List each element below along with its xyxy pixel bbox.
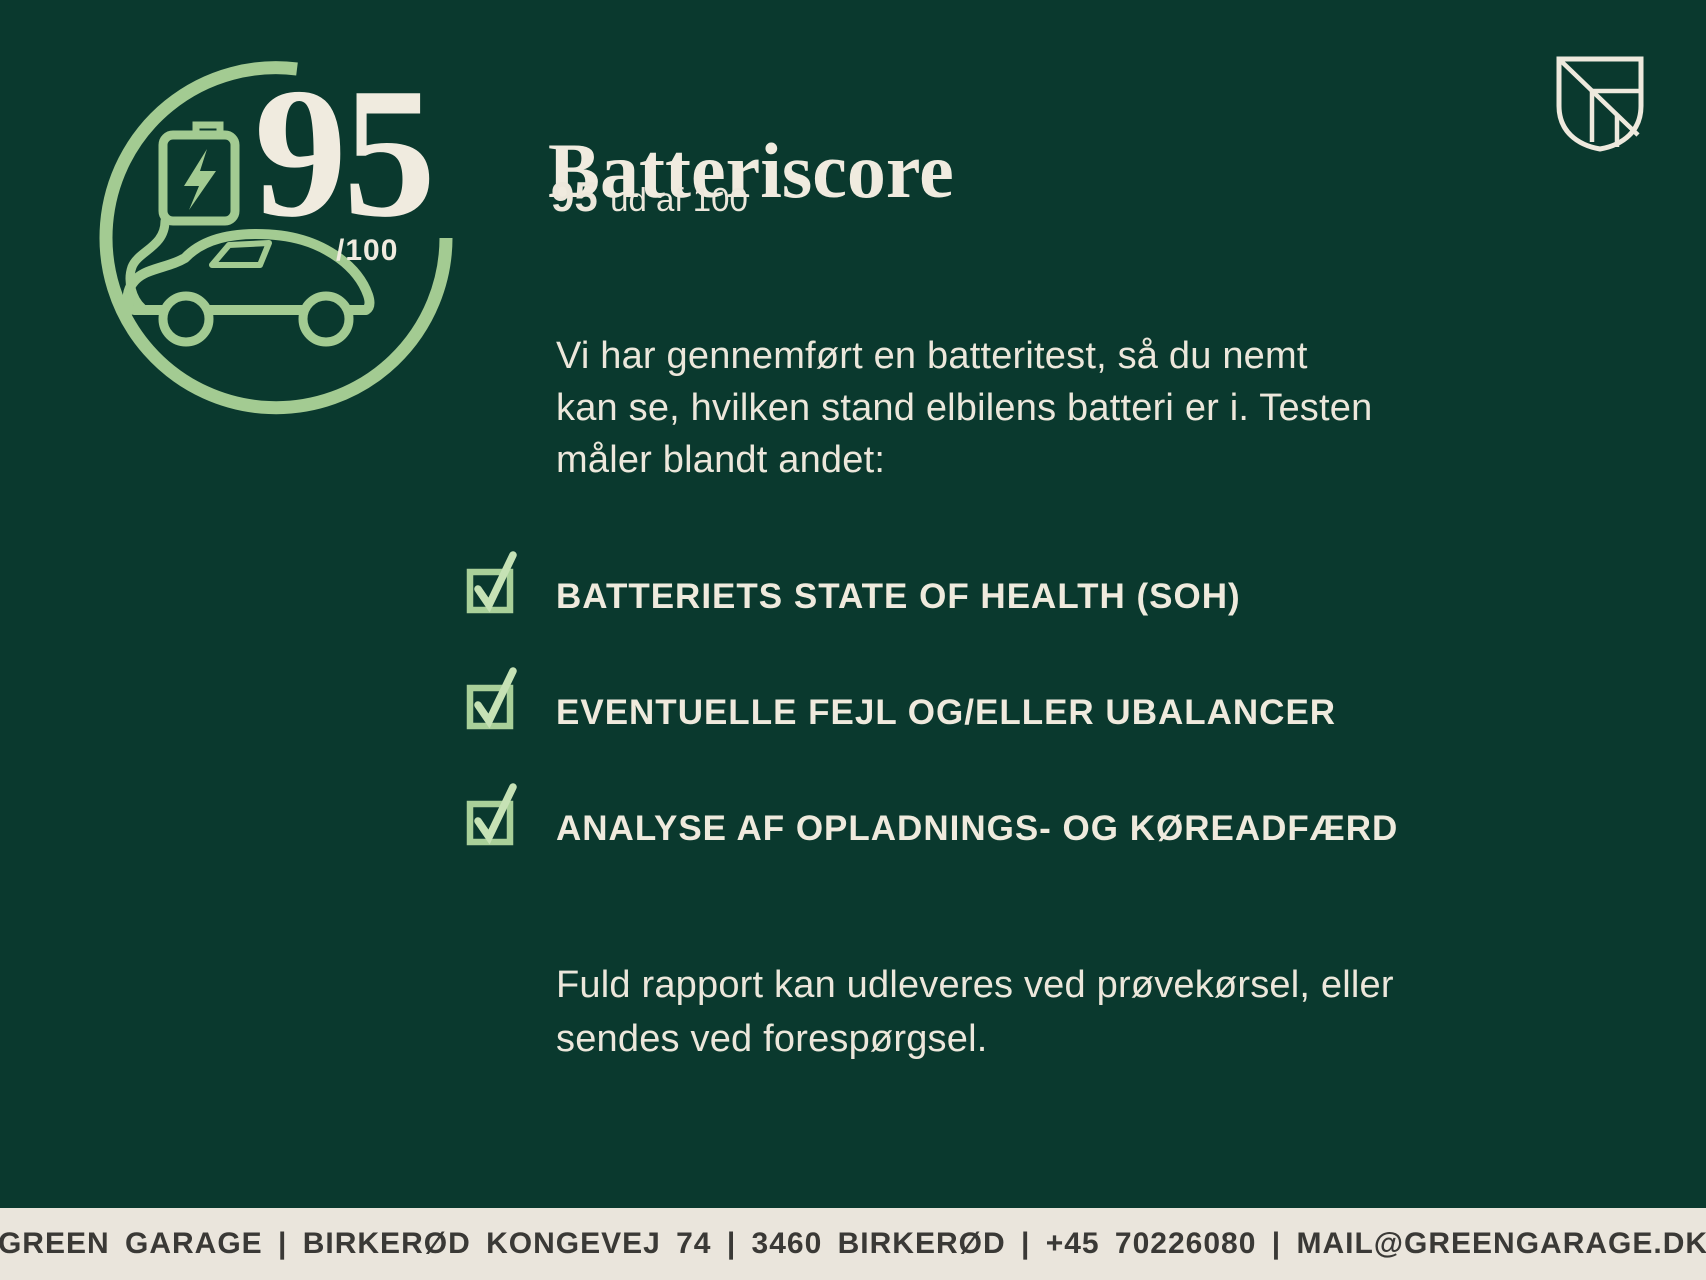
footer-contact-bar: GREEN GARAGE | BIRKERØD KONGEVEJ 74 | 34… bbox=[0, 1208, 1706, 1280]
checklist-item-label: BATTERIETS STATE OF HEALTH (SOH) bbox=[556, 577, 1241, 616]
checked-checkbox-icon bbox=[466, 783, 517, 846]
green-garage-shield-leaf-logo bbox=[1556, 56, 1644, 152]
footer-contact-text: GREEN GARAGE | BIRKERØD KONGEVEJ 74 | 34… bbox=[0, 1227, 1706, 1260]
outro-line: Fuld rapport kan udleveres ved prøvekørs… bbox=[556, 964, 1394, 1006]
intro-line: måler blandt andet: bbox=[556, 439, 886, 481]
subtitle-score-value: 95 bbox=[551, 173, 598, 220]
checklist-item-analysis: ANALYSE AF OPLADNINGS- OG KØREADFÆRD bbox=[466, 780, 1398, 846]
score-value: 95 bbox=[254, 50, 436, 256]
ev-car-charging-battery-icon bbox=[99, 61, 453, 415]
checked-checkbox-icon bbox=[466, 551, 517, 614]
outro-line: sendes ved forespørgsel. bbox=[556, 1018, 988, 1060]
outro-paragraph: Fuld rapport kan udleveres ved prøvekørs… bbox=[556, 958, 1394, 1066]
score-subtitle: 95 ud af 100 bbox=[551, 176, 748, 218]
checked-checkbox-icon bbox=[466, 667, 517, 730]
intro-paragraph: Vi har gennemført en batteritest, så du … bbox=[556, 330, 1372, 486]
checklist-item-soh: BATTERIETS STATE OF HEALTH (SOH) bbox=[466, 548, 1241, 614]
checklist-item-label: ANALYSE AF OPLADNINGS- OG KØREADFÆRD bbox=[556, 809, 1399, 848]
score-denominator: /100 bbox=[336, 234, 399, 267]
checklist-item-errors: EVENTUELLE FEJL OG/ELLER UBALANCER bbox=[466, 664, 1336, 730]
intro-line: Vi har gennemført en batteritest, så du … bbox=[556, 335, 1308, 377]
page-title: Batteriscore bbox=[548, 127, 954, 215]
subtitle-score-suffix: ud af 100 bbox=[610, 181, 748, 218]
intro-line: kan se, hvilken stand elbilens batteri e… bbox=[556, 387, 1373, 429]
checklist-item-label: EVENTUELLE FEJL OG/ELLER UBALANCER bbox=[556, 693, 1337, 732]
